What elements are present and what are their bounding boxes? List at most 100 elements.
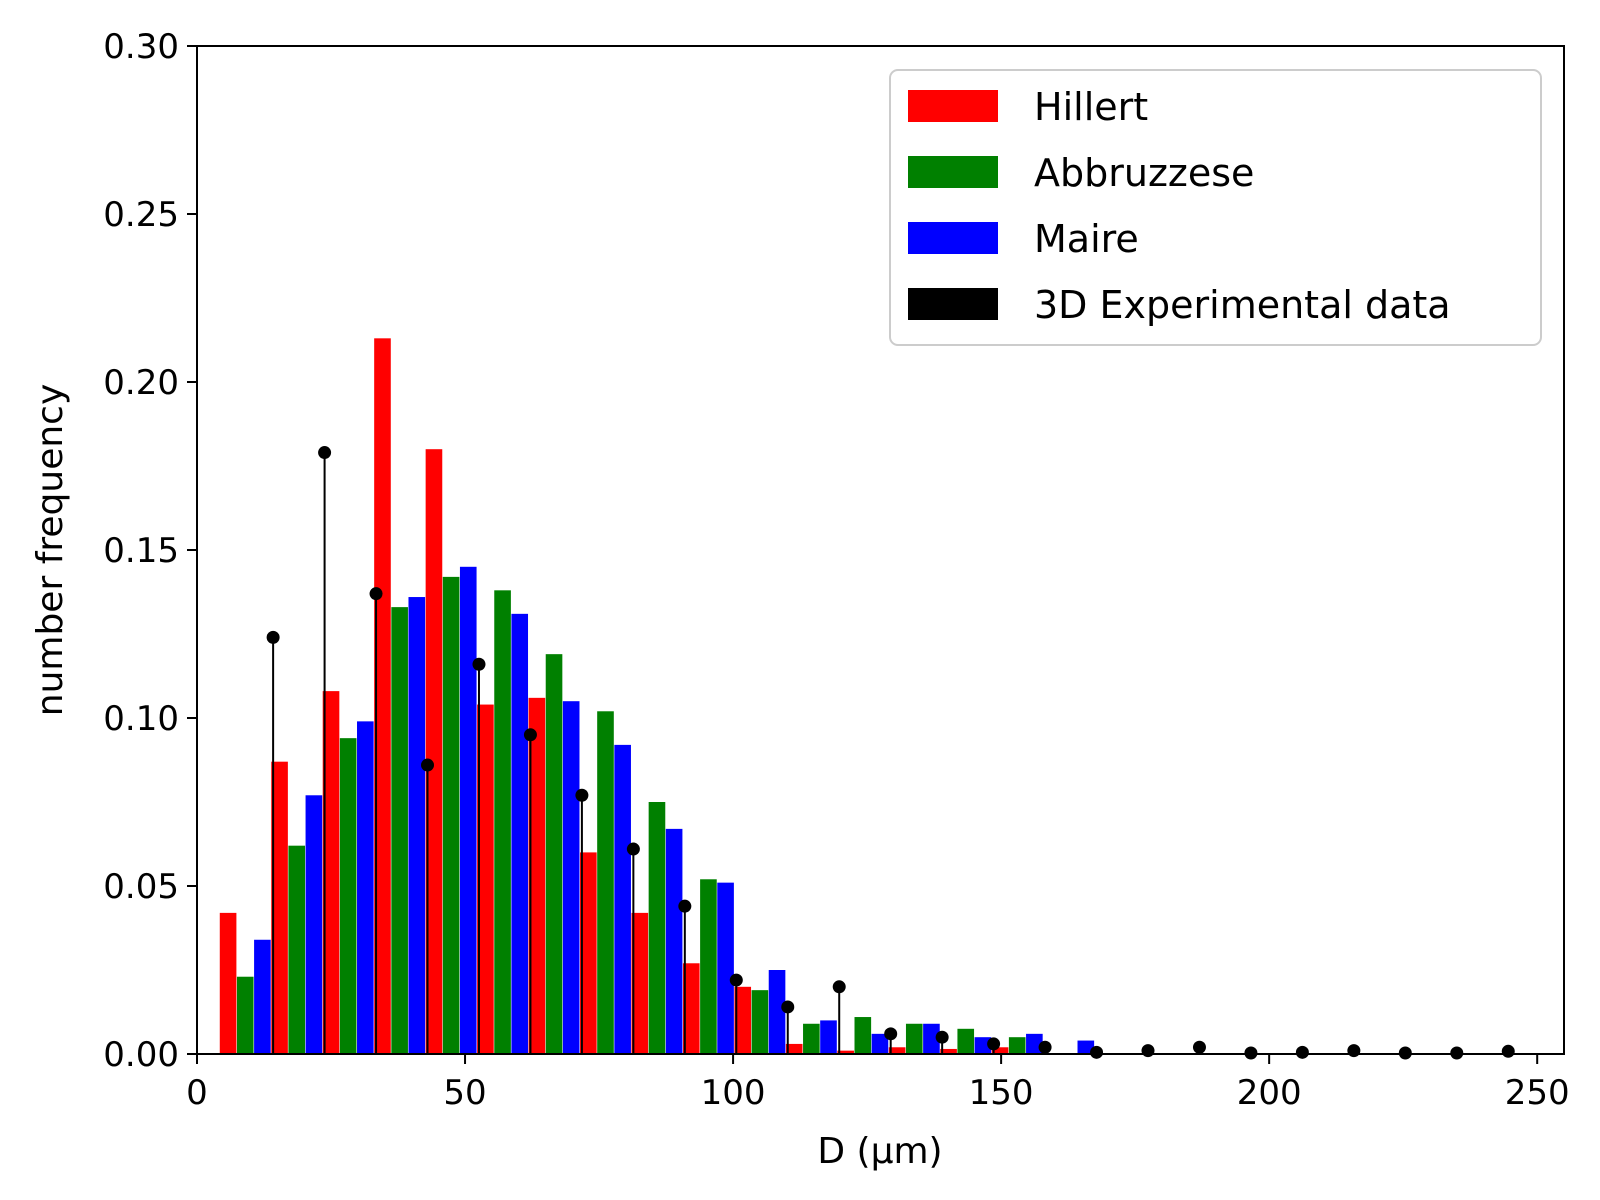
experimental-point-21 bbox=[1347, 1044, 1361, 1058]
x-tick-label-5: 250 bbox=[1505, 1073, 1570, 1113]
bar-abbruzzese-9 bbox=[700, 879, 717, 1054]
bar-maire-13 bbox=[923, 1023, 940, 1054]
y-tick-label-1: 0.05 bbox=[103, 867, 179, 907]
x-tick-label-2: 100 bbox=[701, 1073, 766, 1113]
bar-abbruzzese-12 bbox=[854, 1017, 872, 1054]
experimental-point-12 bbox=[884, 1027, 898, 1041]
experimental-point-23 bbox=[1450, 1046, 1464, 1060]
experimental-point-20 bbox=[1295, 1045, 1309, 1059]
bar-maire-14 bbox=[974, 1037, 992, 1054]
bar-hillert-7 bbox=[580, 852, 597, 1054]
y-tick-label-2: 0.10 bbox=[103, 699, 179, 739]
bar-abbruzzese-14 bbox=[957, 1028, 975, 1054]
bar-abbruzzese-5 bbox=[494, 590, 511, 1054]
bar-hillert-9 bbox=[682, 963, 700, 1054]
experimental-point-14 bbox=[987, 1037, 1001, 1051]
bar-abbruzzese-0 bbox=[236, 976, 254, 1054]
legend-label-experimental: 3D Experimental data bbox=[1034, 283, 1451, 327]
bar-maire-5 bbox=[511, 613, 529, 1054]
experimental-point-17 bbox=[1141, 1044, 1155, 1058]
y-tick-label-4: 0.20 bbox=[103, 363, 179, 403]
legend-box bbox=[889, 69, 1542, 346]
x-tick-label-4: 200 bbox=[1237, 1073, 1302, 1113]
bar-abbruzzese-6 bbox=[545, 654, 563, 1054]
bar-hillert-4 bbox=[425, 449, 443, 1054]
y-axis: 0.00 0.05 0.10 0.15 0.20 0.25 0.30 bbox=[103, 27, 197, 1075]
experimental-point-24 bbox=[1501, 1044, 1515, 1058]
bar-abbruzzese-2 bbox=[339, 738, 357, 1054]
bar-abbruzzese-8 bbox=[648, 802, 666, 1054]
bar-abbruzzese-1 bbox=[288, 845, 306, 1054]
x-tick-label-0: 0 bbox=[186, 1073, 208, 1113]
experimental-point-18 bbox=[1192, 1040, 1206, 1054]
legend-swatch-hillert bbox=[908, 90, 998, 122]
legend-label-maire: Maire bbox=[1034, 217, 1139, 261]
x-axis-label: D (μm) bbox=[817, 1131, 942, 1172]
experimental-data-group bbox=[266, 446, 1515, 1060]
experimental-point-11 bbox=[832, 980, 846, 994]
bar-maire-7 bbox=[614, 744, 631, 1054]
bar-hillert-15 bbox=[991, 1047, 1009, 1054]
experimental-point-9 bbox=[729, 973, 743, 987]
bar-maire-3 bbox=[408, 597, 426, 1054]
legend: Hillert Abbruzzese Maire 3D Experimental… bbox=[889, 69, 1542, 346]
legend-swatch-abbruzzese bbox=[908, 156, 998, 188]
bar-maire-2 bbox=[357, 721, 374, 1054]
y-axis-label: number frequency bbox=[30, 384, 71, 717]
legend-label-hillert: Hillert bbox=[1034, 85, 1148, 129]
bar-hillert-0 bbox=[219, 912, 237, 1054]
bar-hillert-14 bbox=[940, 1048, 957, 1054]
experimental-point-5 bbox=[523, 728, 537, 742]
bar-abbruzzese-3 bbox=[391, 607, 408, 1054]
bar-maire-0 bbox=[254, 939, 271, 1054]
legend-swatch-experimental bbox=[908, 288, 998, 320]
experimental-point-7 bbox=[626, 842, 640, 856]
bar-maire-15 bbox=[1026, 1033, 1043, 1054]
experimental-point-8 bbox=[678, 899, 692, 913]
experimental-point-15 bbox=[1038, 1040, 1052, 1054]
bar-abbruzzese-4 bbox=[442, 576, 460, 1054]
experimental-point-4 bbox=[472, 657, 486, 671]
bar-hillert-10 bbox=[734, 986, 752, 1054]
x-tick-label-1: 50 bbox=[443, 1073, 486, 1113]
experimental-point-10 bbox=[781, 1000, 795, 1014]
y-tick-label-6: 0.30 bbox=[103, 27, 179, 67]
bar-abbruzzese-7 bbox=[597, 711, 614, 1054]
bar-maire-6 bbox=[562, 701, 580, 1054]
experimental-point-3 bbox=[421, 758, 435, 772]
y-tick-label-0: 0.00 bbox=[103, 1035, 179, 1075]
bar-maire-12 bbox=[871, 1033, 889, 1054]
bar-hillert-1 bbox=[271, 761, 288, 1054]
bar-hillert-2 bbox=[322, 691, 340, 1054]
bar-abbruzzese-15 bbox=[1008, 1037, 1026, 1054]
bar-series-group bbox=[219, 338, 1095, 1054]
experimental-point-19 bbox=[1244, 1046, 1258, 1060]
legend-label-abbruzzese: Abbruzzese bbox=[1034, 151, 1254, 195]
legend-swatch-maire bbox=[908, 222, 998, 254]
bar-maire-11 bbox=[820, 1020, 837, 1054]
experimental-point-13 bbox=[935, 1030, 949, 1044]
bar-hillert-12 bbox=[837, 1050, 854, 1054]
bar-abbruzzese-10 bbox=[751, 990, 769, 1054]
bar-hillert-6 bbox=[528, 697, 546, 1054]
bar-maire-8 bbox=[665, 828, 683, 1054]
experimental-point-6 bbox=[575, 788, 589, 802]
bar-hillert-5 bbox=[477, 704, 494, 1054]
experimental-point-1 bbox=[318, 446, 332, 460]
bar-maire-16 bbox=[1077, 1040, 1095, 1054]
bar-hillert-8 bbox=[631, 912, 649, 1054]
bar-abbruzzese-11 bbox=[803, 1023, 820, 1054]
experimental-point-22 bbox=[1398, 1046, 1412, 1060]
bar-hillert-11 bbox=[785, 1043, 803, 1054]
bar-hillert-13 bbox=[888, 1047, 906, 1054]
bar-maire-4 bbox=[459, 566, 477, 1054]
bar-maire-9 bbox=[717, 882, 734, 1054]
bar-abbruzzese-13 bbox=[905, 1023, 923, 1054]
experimental-point-2 bbox=[369, 587, 383, 601]
x-tick-label-3: 150 bbox=[969, 1073, 1034, 1113]
x-axis: 0 50 100 150 200 250 bbox=[186, 1054, 1570, 1113]
experimental-point-16 bbox=[1090, 1045, 1104, 1059]
bar-maire-10 bbox=[768, 970, 786, 1054]
y-tick-label-3: 0.15 bbox=[103, 531, 179, 571]
bar-hillert-3 bbox=[374, 338, 391, 1054]
